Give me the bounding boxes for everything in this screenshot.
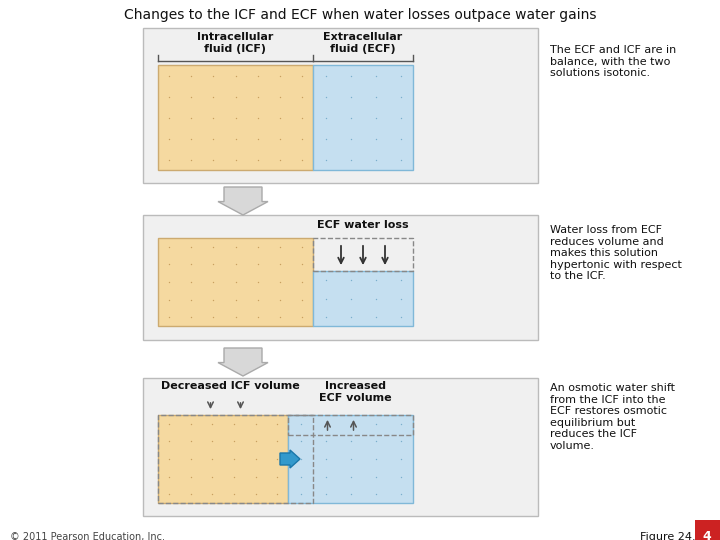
- Bar: [313, 65, 413, 170]
- Polygon shape: [218, 348, 268, 376]
- Bar: [288, 415, 413, 435]
- Bar: [143, 378, 538, 516]
- Text: The ECF and ICF are in
balance, with the two
solutions isotonic.: The ECF and ICF are in balance, with the…: [550, 45, 676, 78]
- Bar: [695, 520, 720, 540]
- Text: Decreased ICF volume: Decreased ICF volume: [161, 381, 300, 391]
- Bar: [158, 415, 313, 503]
- Text: Intracellular
fluid (ICF): Intracellular fluid (ICF): [197, 32, 274, 53]
- Bar: [313, 238, 413, 271]
- Bar: [143, 28, 538, 183]
- Bar: [143, 215, 538, 340]
- Bar: [313, 271, 413, 326]
- Text: Water loss from ECF
reduces volume and
makes this solution
hypertonic with respe: Water loss from ECF reduces volume and m…: [550, 225, 682, 281]
- Text: © 2011 Pearson Education, Inc.: © 2011 Pearson Education, Inc.: [10, 532, 165, 540]
- Bar: [158, 415, 288, 503]
- Text: ECF water loss: ECF water loss: [318, 220, 409, 230]
- Polygon shape: [218, 187, 268, 215]
- Text: 4: 4: [703, 530, 711, 540]
- Text: Figure 24.1: Figure 24.1: [640, 532, 703, 540]
- Text: An osmotic water shift
from the ICF into the
ECF restores osmotic
equilibrium bu: An osmotic water shift from the ICF into…: [550, 383, 675, 451]
- Bar: [158, 65, 313, 170]
- Bar: [288, 415, 413, 503]
- Text: Increased
ECF volume: Increased ECF volume: [319, 381, 392, 403]
- Text: Extracellular
fluid (ECF): Extracellular fluid (ECF): [323, 32, 402, 53]
- Text: Changes to the ICF and ECF when water losses outpace water gains: Changes to the ICF and ECF when water lo…: [124, 8, 596, 22]
- Bar: [158, 238, 313, 326]
- FancyArrow shape: [280, 450, 300, 468]
